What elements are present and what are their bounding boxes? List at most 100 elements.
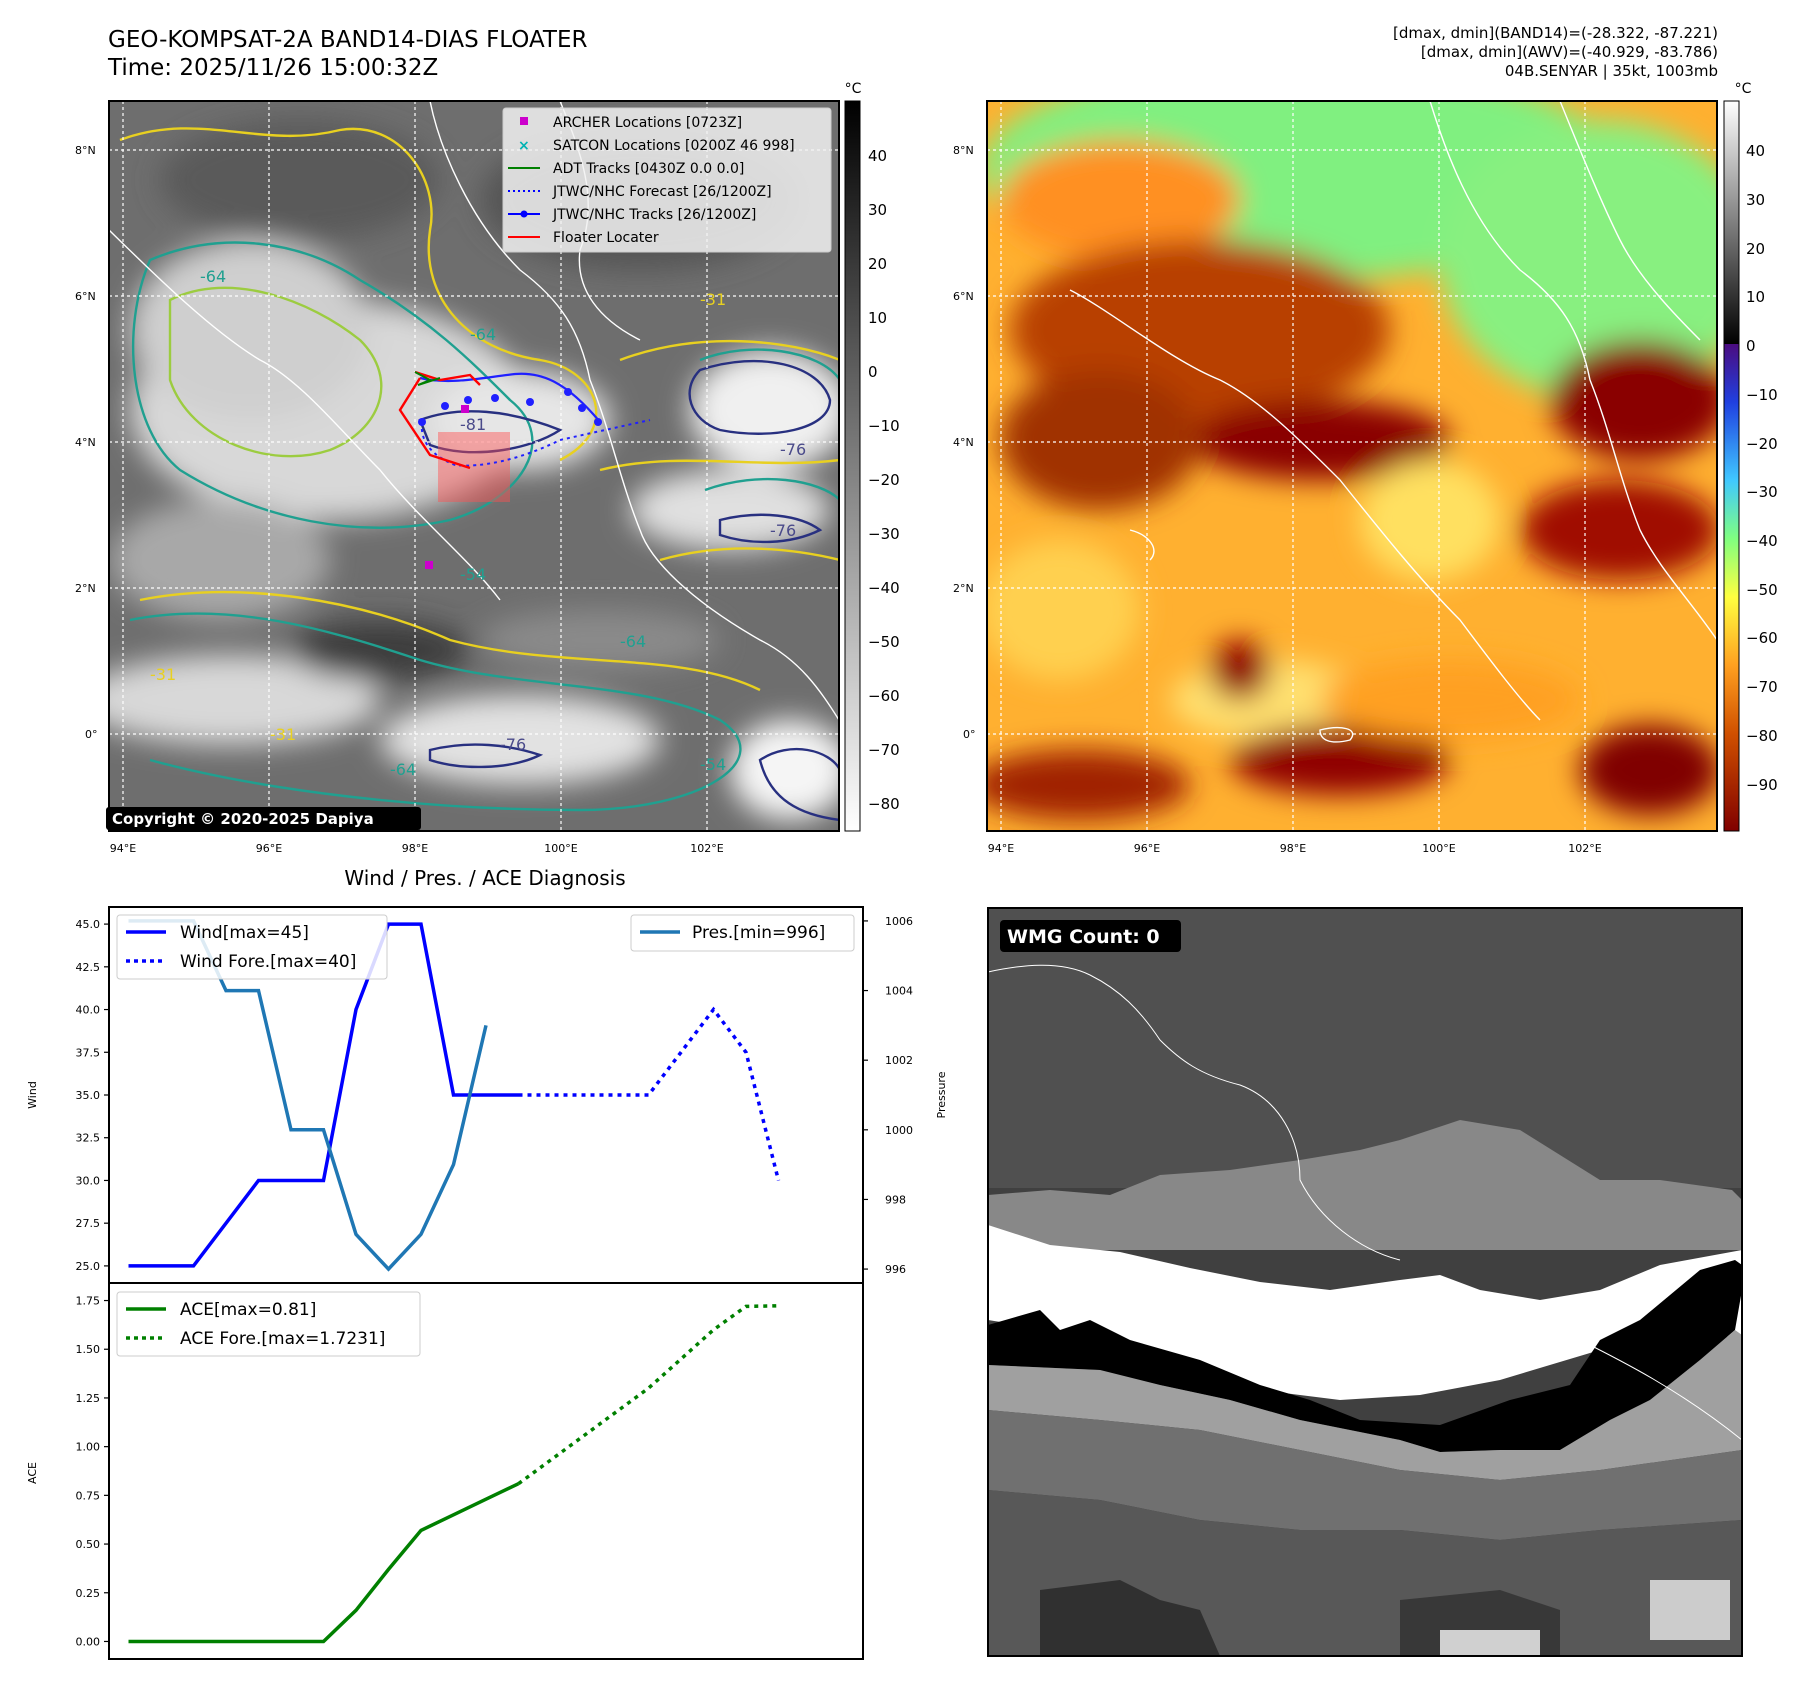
ir-cb-tick-3: 20 xyxy=(868,255,887,273)
ir-colorbar-unit: °C xyxy=(845,81,862,97)
awv-cb-tick-7: −20 xyxy=(1746,435,1778,453)
ir-map-panel: -81 -76 -76 -76 -64 -64 -64 -64 -54 -54 … xyxy=(106,100,840,832)
ytick-label-0-1: 27.5 xyxy=(76,1217,101,1230)
legend-label-floater: Floater Locater xyxy=(553,230,659,246)
awv-cb-tick-6: −10 xyxy=(1746,386,1778,404)
ir-cb-tick-13: −80 xyxy=(868,795,900,813)
series-line-1-1 xyxy=(517,1304,779,1486)
awv-lat-0: 0° xyxy=(963,728,976,741)
ir-cb-tick-11: −60 xyxy=(868,687,900,705)
ace-axis-ticks: 0.00 0.25 0.50 0.75 1.00 1.25 1.50 1.75 xyxy=(76,1295,109,1648)
legend-label-adt: ADT Tracks [0430Z 0.0 0.0] xyxy=(553,161,744,177)
map-legend: ARCHER Locations [0723Z] × SATCON Locati… xyxy=(502,107,832,253)
wind-pressure-chart: 25.0 27.5 30.0 32.5 35.0 37.5 40.0 42.5 45.0 996 9… xyxy=(26,906,948,1284)
ytick-label-1-3: 0.75 xyxy=(76,1489,101,1502)
awv-cb-tick-12: −70 xyxy=(1746,678,1778,696)
ytick-label-1-1: 0.25 xyxy=(76,1587,101,1600)
contour-label-8: -64 xyxy=(390,760,416,779)
ir-lon-100e: 100°E xyxy=(544,842,577,855)
awv-cb-tick-9: −40 xyxy=(1746,532,1778,550)
ace-legend: ACE[max=0.81] ACE Fore.[max=1.7231] xyxy=(116,1291,421,1357)
y2tick-label-0: 996 xyxy=(885,1263,906,1276)
awv-cb-tick-1: 40 xyxy=(1746,142,1765,160)
contour-label-13: -31 xyxy=(270,725,296,744)
awv-colorbar-unit: °C xyxy=(1735,81,1752,97)
awv-cb-tick-8: −30 xyxy=(1746,483,1778,501)
ytick-label-1-2: 0.50 xyxy=(76,1538,101,1551)
ytick-label-0-0: 25.0 xyxy=(76,1260,101,1273)
awv-cb-tick-11: −60 xyxy=(1746,629,1778,647)
info-line-3: 04B.SENYAR | 35kt, 1003mb xyxy=(1504,62,1718,80)
awv-lon-96e: 96°E xyxy=(1134,842,1160,855)
wind-fore-legend-label: Wind Fore.[max=40] xyxy=(180,952,356,972)
ir-cb-tick-1: 40 xyxy=(868,147,887,165)
ir-cb-tick-5: 0 xyxy=(868,363,878,381)
satcon-legend-marker: × xyxy=(518,138,530,154)
awv-cb-tick-13: −80 xyxy=(1746,727,1778,745)
awv-colorbar: °C 40 30 20 10 0 −10 −20 −30 −40 −50 −60… xyxy=(1723,81,1778,832)
figure-title: GEO-KOMPSAT-2A BAND14-DIAS FLOATER Time:… xyxy=(108,26,588,82)
ir-lat-8n: 8°N xyxy=(75,144,96,157)
ir-cb-tick-4: 10 xyxy=(868,309,887,327)
awv-imagery xyxy=(987,101,1717,831)
legend-label-satcon: SATCON Locations [0200Z 46 998] xyxy=(553,138,795,154)
wind-axis-ticks: 25.0 27.5 30.0 32.5 35.0 37.5 40.0 42.5 45.0 996 9… xyxy=(76,915,914,1276)
ytick-label-1-0: 0.00 xyxy=(76,1635,101,1648)
ir-colorbar: °C 40 30 20 10 0 −10 −20 −30 −40 −50 −60… xyxy=(844,81,900,832)
ace-fore-legend-label: ACE Fore.[max=1.7231] xyxy=(180,1329,385,1349)
title-line-2: Time: 2025/11/26 15:00:32Z xyxy=(108,55,439,81)
wmg-count-label: WMG Count: 0 xyxy=(1007,926,1160,948)
y2tick-label-4: 1004 xyxy=(885,985,913,998)
y2tick-label-5: 1006 xyxy=(885,915,913,928)
contour-label-11: -31 xyxy=(150,665,176,684)
contour-label-6: -64 xyxy=(470,325,496,344)
pressure-legend-label: Pres.[min=996] xyxy=(692,923,825,943)
pressure-legend: Pres.[min=996] xyxy=(630,914,855,952)
wmg-count-box xyxy=(1000,920,1181,952)
contour-label-5: -64 xyxy=(200,267,226,286)
awv-cb-tick-10: −50 xyxy=(1746,581,1778,599)
copyright-box xyxy=(106,807,421,830)
series-line-0-1 xyxy=(518,1006,781,1181)
ytick-label-0-6: 40.0 xyxy=(76,1004,101,1017)
y2tick-label-2: 1000 xyxy=(885,1124,913,1137)
copyright-text: Copyright © 2020-2025 Dapiya xyxy=(112,810,374,828)
contour-label-1: -81 xyxy=(460,415,486,434)
ir-lon-96e: 96°E xyxy=(256,842,282,855)
ir-map-axis-labels: 8°N 6°N 4°N 2°N 0° 94°E 96°E 98°E 100°E … xyxy=(75,144,724,855)
ytick-label-0-4: 35.0 xyxy=(76,1089,101,1102)
legend-label-forecast: JTWC/NHC Forecast [26/1200Z] xyxy=(552,184,772,200)
archer-legend-marker xyxy=(520,117,528,125)
wmg-imagery xyxy=(988,908,1742,1656)
wind-legend: Wind[max=45] Wind Fore.[max=40] xyxy=(116,914,388,980)
ytick-label-1-5: 1.25 xyxy=(76,1392,101,1405)
legend-label-archer: ARCHER Locations [0723Z] xyxy=(553,115,742,131)
awv-cb-tick-2: 30 xyxy=(1746,191,1765,209)
ace-ylabel: ACE xyxy=(26,1462,39,1484)
awv-lon-102e: 102°E xyxy=(1568,842,1601,855)
awv-lon-100e: 100°E xyxy=(1422,842,1455,855)
legend-label-tracks: JTWC/NHC Tracks [26/1200Z] xyxy=(552,207,756,223)
ir-lat-0: 0° xyxy=(85,728,98,741)
awv-lat-8n: 8°N xyxy=(953,144,974,157)
ir-lon-98e: 98°E xyxy=(402,842,428,855)
ir-cb-tick-7: −20 xyxy=(868,471,900,489)
awv-cb-tick-14: −90 xyxy=(1746,776,1778,794)
ytick-label-1-6: 1.50 xyxy=(76,1343,101,1356)
y2tick-label-3: 1002 xyxy=(885,1054,913,1067)
wind-legend-label: Wind[max=45] xyxy=(180,923,309,943)
diagnosis-title: Wind / Pres. / ACE Diagnosis xyxy=(344,866,625,890)
contour-label-9: -54 xyxy=(460,565,486,584)
awv-cb-tick-3: 20 xyxy=(1746,240,1765,258)
ir-lon-94e: 94°E xyxy=(110,842,136,855)
ir-lat-2n: 2°N xyxy=(75,582,96,595)
ir-cb-tick-9: −40 xyxy=(868,579,900,597)
ytick-label-0-3: 32.5 xyxy=(76,1132,101,1145)
contour-label-7: -64 xyxy=(620,632,646,651)
contour-label-4: -76 xyxy=(500,735,526,754)
wmg-panel: WMG Count: 0 xyxy=(987,907,1743,1657)
y2tick-label-1: 998 xyxy=(885,1193,906,1206)
awv-lon-98e: 98°E xyxy=(1280,842,1306,855)
awv-lat-6n: 6°N xyxy=(953,290,974,303)
